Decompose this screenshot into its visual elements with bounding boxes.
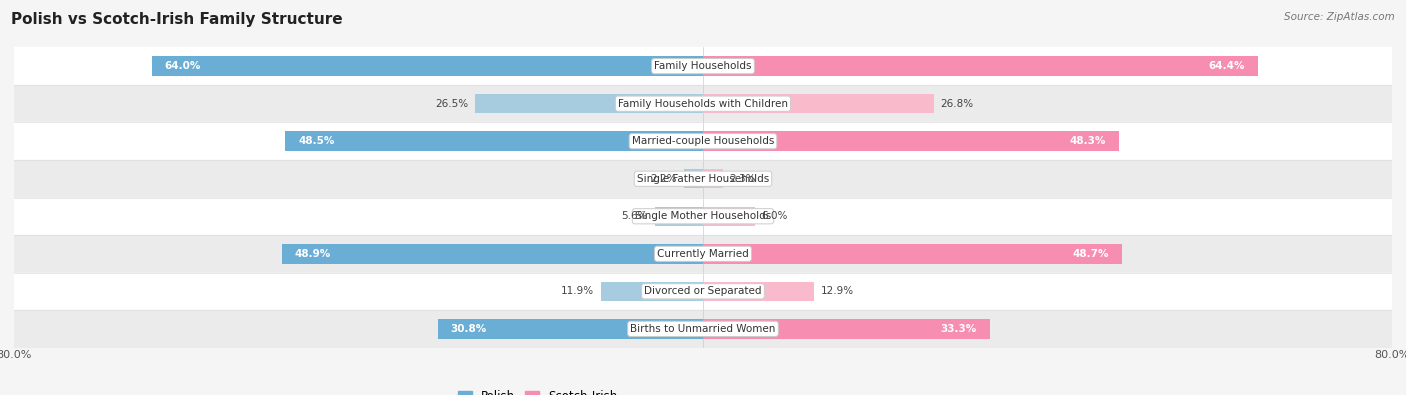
Text: 48.9%: 48.9% bbox=[295, 249, 330, 259]
Bar bbox=[685, 169, 703, 188]
Bar bbox=[703, 207, 755, 226]
Text: 26.8%: 26.8% bbox=[941, 99, 974, 109]
Bar bbox=[14, 85, 1392, 122]
Bar bbox=[14, 47, 1392, 85]
Text: Currently Married: Currently Married bbox=[657, 249, 749, 259]
Text: 30.8%: 30.8% bbox=[451, 324, 486, 334]
Text: Births to Unmarried Women: Births to Unmarried Women bbox=[630, 324, 776, 334]
Text: 64.4%: 64.4% bbox=[1208, 61, 1244, 71]
Text: 48.7%: 48.7% bbox=[1073, 249, 1109, 259]
Bar bbox=[14, 122, 1392, 160]
Bar bbox=[14, 310, 1392, 348]
Bar bbox=[703, 56, 1257, 76]
Text: 12.9%: 12.9% bbox=[821, 286, 853, 296]
Bar bbox=[14, 198, 1392, 235]
Legend: Polish, Scotch-Irish: Polish, Scotch-Irish bbox=[453, 385, 623, 395]
Text: 5.6%: 5.6% bbox=[621, 211, 648, 221]
Text: 6.0%: 6.0% bbox=[762, 211, 787, 221]
Bar bbox=[281, 244, 703, 263]
Text: 11.9%: 11.9% bbox=[561, 286, 593, 296]
Bar bbox=[437, 319, 703, 339]
Text: 2.3%: 2.3% bbox=[730, 174, 756, 184]
Bar bbox=[655, 207, 703, 226]
Text: Family Households with Children: Family Households with Children bbox=[619, 99, 787, 109]
Bar bbox=[703, 282, 814, 301]
Text: Polish vs Scotch-Irish Family Structure: Polish vs Scotch-Irish Family Structure bbox=[11, 12, 343, 27]
Text: Married-couple Households: Married-couple Households bbox=[631, 136, 775, 146]
Text: Single Father Households: Single Father Households bbox=[637, 174, 769, 184]
Bar bbox=[14, 160, 1392, 198]
Bar bbox=[152, 56, 703, 76]
Bar bbox=[14, 235, 1392, 273]
Text: Source: ZipAtlas.com: Source: ZipAtlas.com bbox=[1284, 12, 1395, 22]
Text: 48.3%: 48.3% bbox=[1070, 136, 1107, 146]
Bar bbox=[703, 319, 990, 339]
Bar bbox=[703, 132, 1119, 151]
Text: 64.0%: 64.0% bbox=[165, 61, 201, 71]
Text: Divorced or Separated: Divorced or Separated bbox=[644, 286, 762, 296]
Text: 2.2%: 2.2% bbox=[651, 174, 678, 184]
Text: 48.5%: 48.5% bbox=[298, 136, 335, 146]
Bar bbox=[285, 132, 703, 151]
Bar bbox=[703, 244, 1122, 263]
Text: Single Mother Households: Single Mother Households bbox=[636, 211, 770, 221]
Text: 26.5%: 26.5% bbox=[434, 99, 468, 109]
Bar bbox=[14, 273, 1392, 310]
Bar bbox=[703, 94, 934, 113]
Bar bbox=[475, 94, 703, 113]
Text: 33.3%: 33.3% bbox=[941, 324, 977, 334]
Bar bbox=[703, 169, 723, 188]
Text: Family Households: Family Households bbox=[654, 61, 752, 71]
Bar bbox=[600, 282, 703, 301]
